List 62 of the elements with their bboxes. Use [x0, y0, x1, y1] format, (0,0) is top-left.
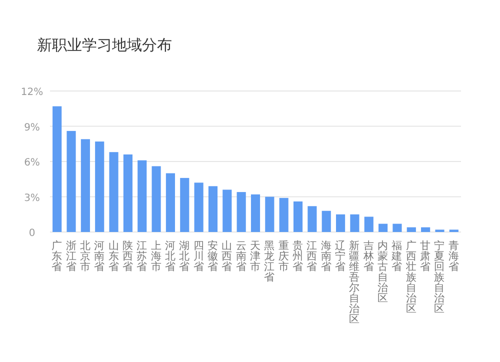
- x-tick-label: 贵州省: [292, 239, 304, 273]
- bar: [138, 160, 147, 232]
- x-tick-label: 宁夏回族自治区: [434, 239, 446, 315]
- x-tick-label: 黑龙江省: [264, 240, 276, 284]
- bar: [336, 214, 346, 232]
- x-tick-label: 吉林省: [362, 239, 374, 273]
- x-tick-label: 云南省: [236, 240, 247, 273]
- x-tick-label: 浙江省: [66, 239, 77, 273]
- x-tick-label: 陕西省: [122, 240, 134, 273]
- bar: [80, 139, 90, 232]
- bar: [293, 201, 303, 232]
- bar: [364, 216, 374, 232]
- x-tick-label: 内蒙古自治区: [378, 239, 389, 304]
- x-tick-label: 江苏省: [136, 240, 148, 273]
- x-tick-label: 重庆市: [278, 239, 290, 273]
- x-tick-label: 北京市: [80, 239, 91, 273]
- x-tick-label: 上海市: [150, 239, 162, 273]
- bar: [152, 166, 161, 232]
- y-tick-label: 0: [28, 228, 36, 239]
- bar: [236, 192, 246, 232]
- bar: [265, 196, 274, 232]
- y-tick-label: 6%: [24, 158, 40, 168]
- x-tick-label: 江西省: [306, 240, 318, 273]
- bar: [180, 178, 190, 232]
- x-tick-label: 辽宁省: [335, 240, 346, 273]
- x-tick-label: 河北省: [164, 240, 176, 273]
- bar: [392, 224, 402, 232]
- x-tick-label: 福建省: [390, 239, 403, 273]
- bar: [208, 186, 218, 232]
- bar: [279, 198, 288, 232]
- bar: [66, 130, 76, 232]
- bar: [350, 214, 360, 232]
- bar: [250, 194, 260, 232]
- bar: [123, 154, 132, 232]
- chart-title: 新职业学习地域分布: [37, 36, 172, 54]
- x-tick-label: 广东省: [52, 239, 63, 273]
- bar: [166, 173, 175, 232]
- y-tick-label: 9%: [24, 122, 40, 134]
- x-tick-label: 海南省: [320, 240, 332, 273]
- x-tick-label: 安徽省: [207, 239, 218, 273]
- x-tick-label: 天津市: [250, 240, 261, 273]
- bar: [406, 227, 416, 232]
- bar: [322, 210, 331, 232]
- x-tick-label: 山西省: [222, 239, 233, 273]
- bar: [421, 227, 430, 232]
- x-tick-label: 新疆维吾尔自治区: [349, 239, 360, 326]
- bar: [308, 206, 317, 232]
- bar: [222, 190, 232, 232]
- x-tick-label: 山东省: [108, 239, 120, 273]
- x-tick-label: 四川省: [193, 240, 204, 273]
- x-tick-label: 青海省: [448, 239, 460, 273]
- y-tick-label: 3%: [24, 192, 40, 204]
- bar: [52, 106, 62, 232]
- x-tick-label: 湖北省: [179, 240, 190, 273]
- bar: [378, 224, 388, 232]
- bar: [95, 142, 104, 232]
- y-tick-label: 12%: [20, 87, 44, 98]
- x-tick-label: 河南省: [94, 240, 106, 273]
- x-tick-label: 甘肃省: [420, 239, 432, 273]
- bar: [109, 152, 118, 232]
- x-tick-label: 广西壮族自治区: [404, 239, 417, 315]
- bar: [194, 182, 204, 232]
